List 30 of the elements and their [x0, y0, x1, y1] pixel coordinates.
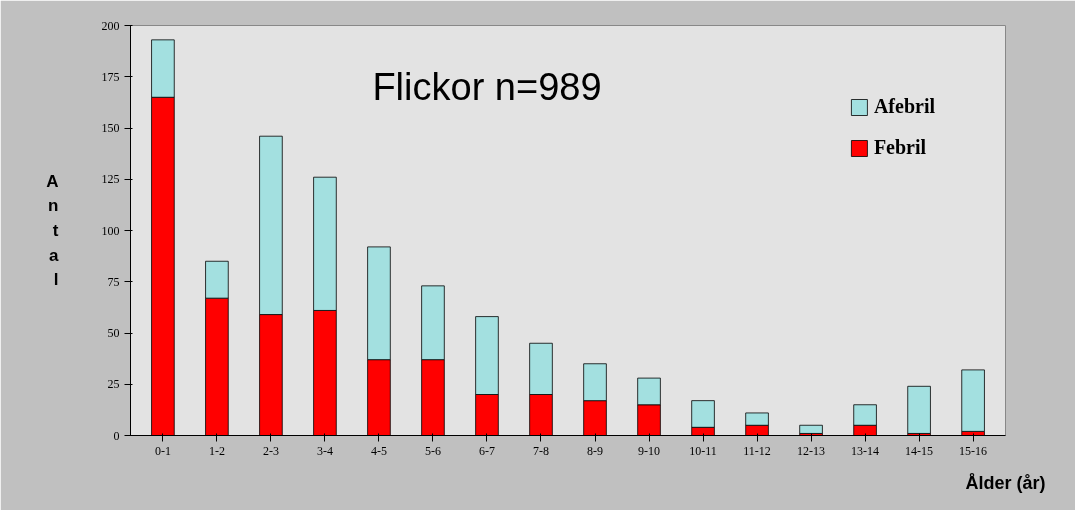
- legend-label: Febril: [873, 136, 927, 159]
- legend-label: Afebril: [873, 95, 935, 118]
- y-tick-label: 150: [101, 121, 120, 135]
- y-tick-label: 125: [101, 172, 120, 187]
- y-tick-label: 75: [107, 274, 120, 289]
- y-axis-title: Antal: [46, 171, 60, 290]
- y-tick-label: 25: [107, 377, 120, 392]
- x-tick-label: 15-16: [959, 443, 988, 458]
- x-tick-label: 9-10: [638, 443, 661, 458]
- x-tick-label: 7-8: [533, 443, 549, 458]
- y-tick-label: 200: [101, 18, 120, 33]
- y-tick-label: 0: [113, 428, 120, 443]
- y-tick-label: 50: [107, 326, 120, 340]
- x-axis-title: Ålder (år): [965, 472, 1046, 493]
- y-tick-label: 175: [101, 69, 120, 84]
- x-tick-label: 1-2: [208, 443, 225, 458]
- x-tick-label: 3-4: [316, 443, 333, 458]
- x-tick-label: 12-13: [797, 443, 826, 458]
- x-tick-label: 11-12: [743, 443, 771, 458]
- x-tick-label: 14-15: [905, 443, 934, 458]
- x-tick-label: 5-6: [424, 443, 441, 458]
- x-tick-label: 8-9: [587, 443, 604, 458]
- x-tick-label: 6-7: [478, 443, 495, 458]
- x-tick-label: 2-3: [262, 443, 279, 458]
- x-tick-label: 0-1: [154, 443, 171, 458]
- y-tick-label: 100: [101, 223, 120, 238]
- text: Flickor n=989: [372, 66, 602, 108]
- x-tick-label: 10-11: [689, 443, 717, 458]
- x-tick-label: 4-5: [370, 443, 387, 458]
- x-tick-label: 13-14: [851, 443, 880, 458]
